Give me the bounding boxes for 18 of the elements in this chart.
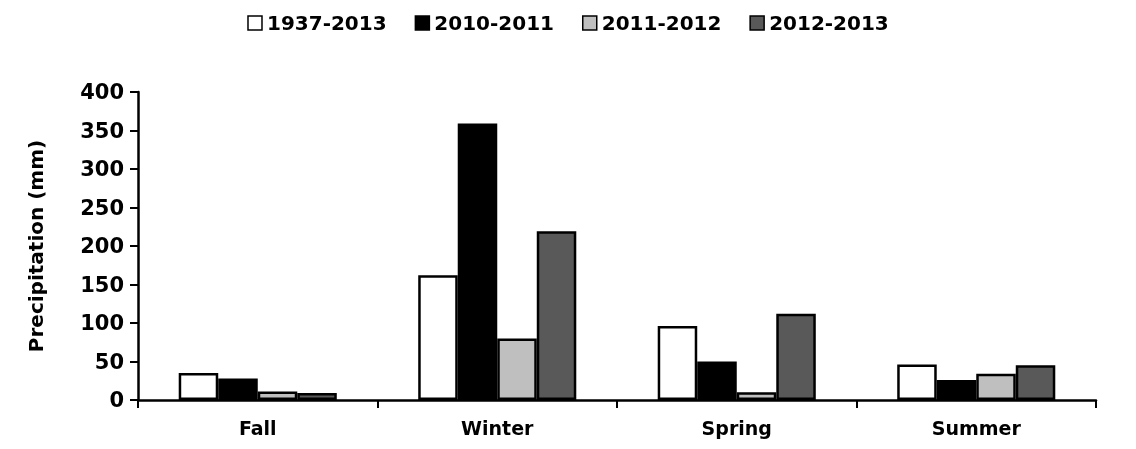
x-tick-label: Winter (461, 416, 535, 439)
y-axis-title: Precipitation (mm) (24, 139, 48, 353)
x-tick-label: Summer (931, 416, 1022, 439)
y-tick-label: 250 (80, 195, 124, 220)
y-tick-label: 350 (80, 118, 124, 143)
y-tick-label: 50 (94, 349, 124, 374)
legend-label: 1937-2013 (266, 11, 387, 35)
x-tick-label: Fall (238, 416, 277, 439)
y-tick-label: 100 (80, 311, 124, 335)
y-tick-label: 400 (80, 80, 124, 104)
y-tick-label: 0 (109, 388, 124, 412)
y-tick-label: 150 (80, 272, 124, 297)
legend-label: 2012-2013 (769, 11, 889, 35)
y-tick-label: 300 (80, 157, 124, 181)
legend-label: 2011-2012 (601, 11, 722, 35)
legend-label: 2010-2011 (434, 11, 555, 35)
y-tick-label: 200 (80, 234, 124, 258)
x-tick-label: Spring (701, 416, 772, 439)
